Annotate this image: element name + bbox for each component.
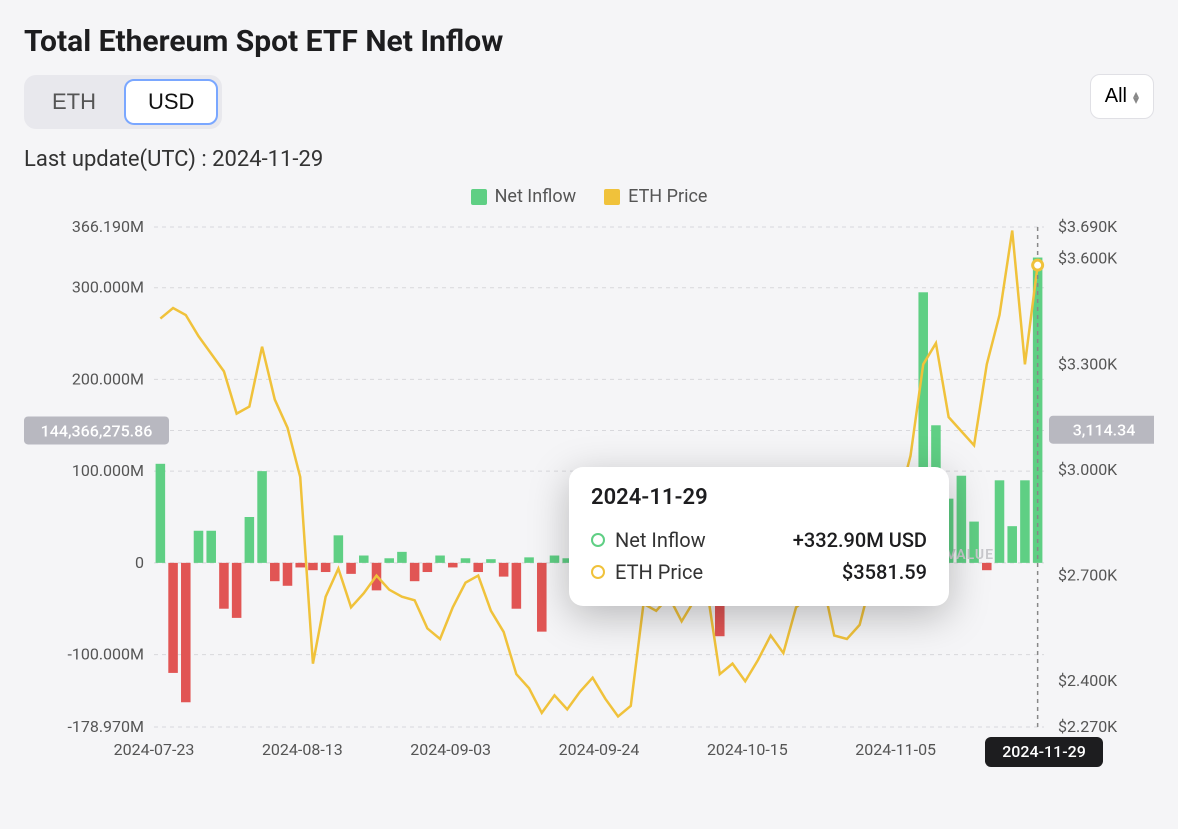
last-update-prefix: Last update(UTC) : [24,147,212,172]
svg-text:$2.700K: $2.700K [1058,566,1118,585]
svg-text:366.190M: 366.190M [72,217,144,236]
currency-toggle: ETHUSD [24,75,222,129]
page-title: Total Ethereum Spot ETF Net Inflow [24,24,503,59]
legend-eth-price[interactable]: ETH Price [604,186,707,207]
svg-text:$2.270K: $2.270K [1058,717,1118,736]
range-selector-label: All [1105,85,1127,108]
svg-text:300.000M: 300.000M [72,278,144,297]
svg-text:$3.690K: $3.690K [1058,217,1118,236]
tooltip-row-eth_price: ETH Price$3581.59 [591,556,927,588]
range-selector[interactable]: All ▴▾ [1090,74,1154,119]
svg-text:2024-11-29: 2024-11-29 [1002,742,1086,761]
chart-area[interactable]: -178.970M -100.000M 0 100.000M 200.000M 300.0… [24,217,1154,777]
svg-text:2024-09-24: 2024-09-24 [559,740,640,759]
svg-text:2024-09-03: 2024-09-03 [410,740,491,759]
legend-net-inflow[interactable]: Net Inflow [471,186,577,207]
last-update-value: 2024-11-29 [212,147,323,172]
svg-text:$3.300K: $3.300K [1058,354,1118,373]
svg-text:100.000M: 100.000M [72,461,144,480]
tooltip-date: 2024-11-29 [591,485,927,510]
svg-text:3,114.34: 3,114.34 [1073,421,1136,440]
svg-text:200.000M: 200.000M [72,369,144,388]
svg-text:2024-08-13: 2024-08-13 [262,740,343,759]
svg-text:2024-10-15: 2024-10-15 [707,740,788,759]
last-update: Last update(UTC) : 2024-11-29 [24,147,503,172]
svg-text:2024-07-23: 2024-07-23 [114,740,195,759]
chevron-updown-icon: ▴▾ [1133,91,1139,103]
legend-swatch-net-inflow [471,189,487,205]
svg-text:0: 0 [135,553,144,572]
svg-text:144,366,275.86: 144,366,275.86 [41,421,153,440]
chart-legend: Net Inflow ETH Price [24,186,1154,207]
svg-text:-100.000M: -100.000M [67,645,144,664]
svg-text:2024-11-05: 2024-11-05 [855,740,936,759]
legend-label-net-inflow: Net Inflow [495,186,577,207]
currency-toggle-eth[interactable]: ETH [28,79,120,125]
svg-text:$2.400K: $2.400K [1058,671,1118,690]
tooltip-row-net_inflow: Net Inflow+332.90M USD [591,524,927,556]
chart-tooltip: 2024-11-29 Net Inflow+332.90M USDETH Pri… [569,467,949,606]
svg-text:$3.600K: $3.600K [1058,249,1118,268]
legend-label-eth-price: ETH Price [628,186,707,207]
legend-swatch-eth-price [604,189,620,205]
svg-text:-178.970M: -178.970M [67,717,144,736]
currency-toggle-usd[interactable]: USD [124,79,218,125]
svg-text:$3.000K: $3.000K [1058,460,1118,479]
